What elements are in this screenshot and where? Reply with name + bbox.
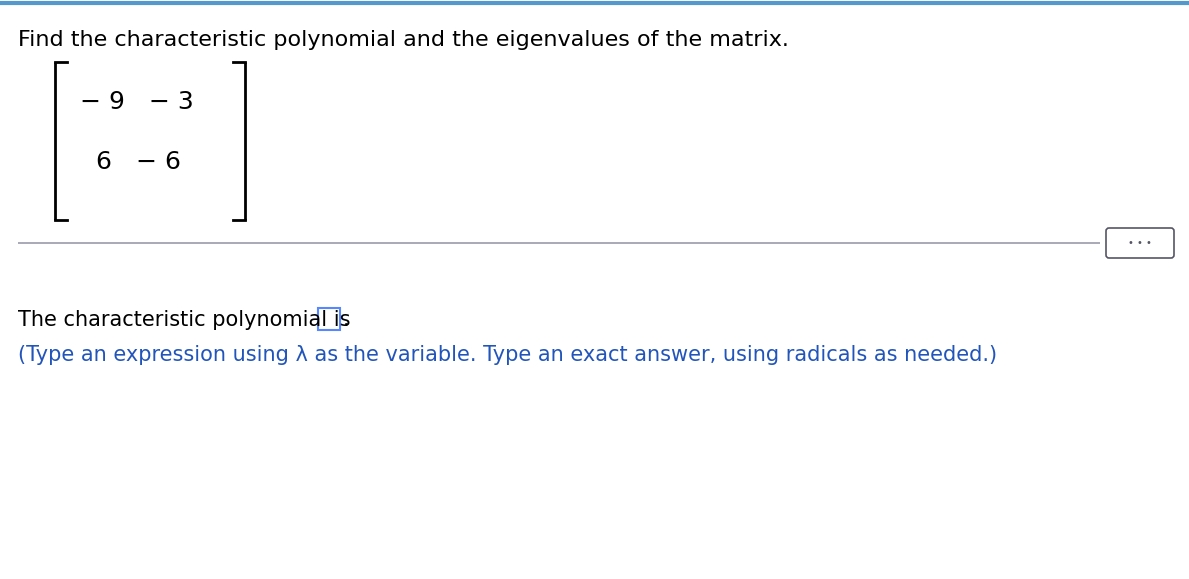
FancyBboxPatch shape (1106, 228, 1174, 258)
Text: (Type an expression using λ as the variable. Type an exact answer, using radical: (Type an expression using λ as the varia… (18, 345, 998, 365)
Text: The characteristic polynomial is: The characteristic polynomial is (18, 310, 351, 330)
Text: 6   − 6: 6 − 6 (80, 150, 181, 174)
Text: .: . (342, 310, 350, 330)
Text: − 9   − 3: − 9 − 3 (80, 90, 194, 114)
Text: • • •: • • • (1128, 238, 1152, 248)
Text: Find the characteristic polynomial and the eigenvalues of the matrix.: Find the characteristic polynomial and t… (18, 30, 788, 50)
